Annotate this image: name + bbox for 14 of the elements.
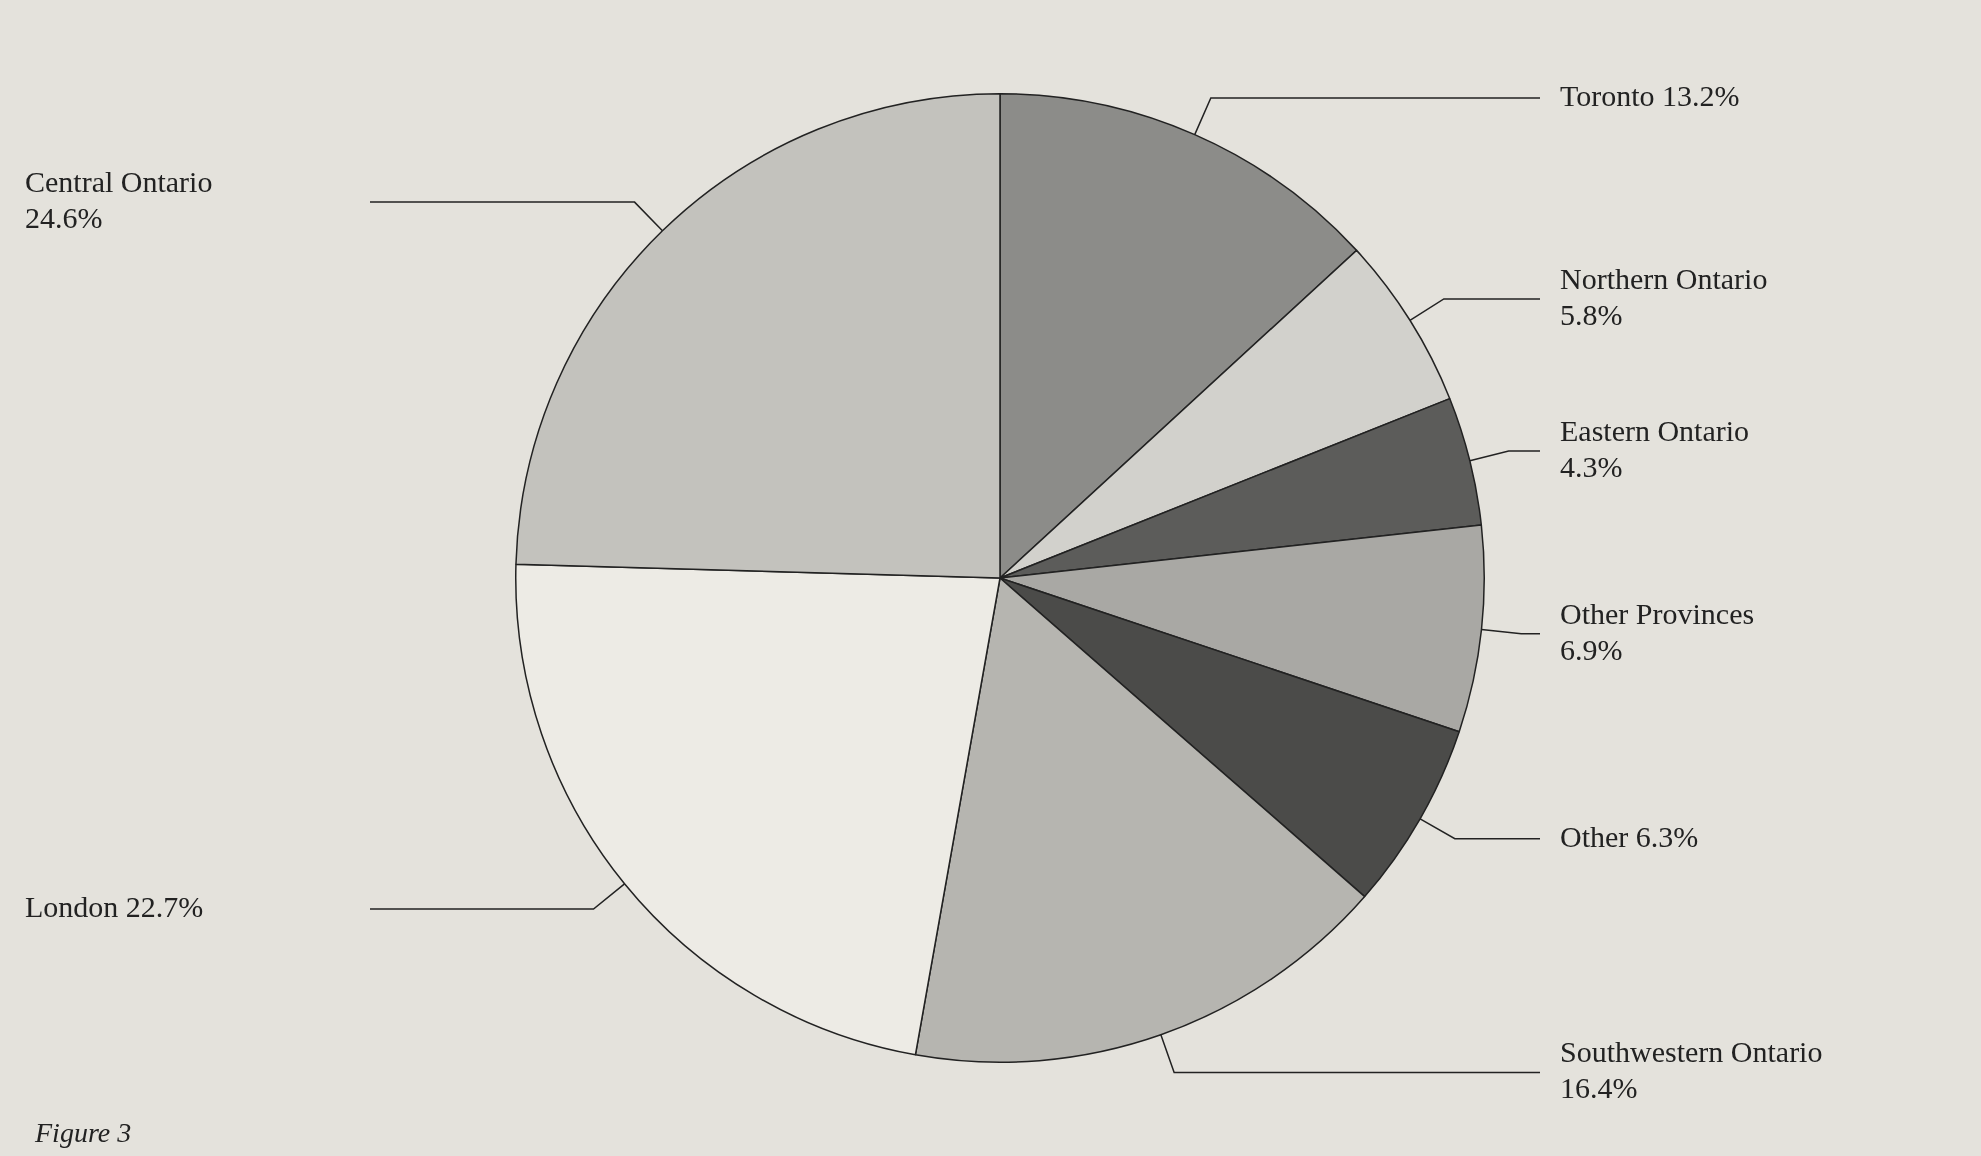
slice-label: Central Ontario (25, 164, 213, 198)
slice-label: Northern Ontario (1560, 261, 1768, 295)
data-label: 5.8% (1560, 297, 1623, 331)
slice-label: London 22.7% (25, 889, 204, 923)
data-label: 6.9% (1560, 632, 1623, 666)
slice-label: Toronto 13.2% (1560, 78, 1740, 112)
caption: Figure 3 (34, 1117, 132, 1149)
slice-label: Other Provinces (1560, 596, 1755, 630)
slice-label: Eastern Ontario (1560, 413, 1750, 447)
data-label: 4.3% (1560, 449, 1623, 483)
slice-label: Southwestern Ontario (1560, 1035, 1823, 1069)
data-label: 16.4% (1560, 1071, 1638, 1105)
slice-label: Other 6.3% (1560, 819, 1699, 853)
data-label: 24.6% (25, 200, 103, 234)
